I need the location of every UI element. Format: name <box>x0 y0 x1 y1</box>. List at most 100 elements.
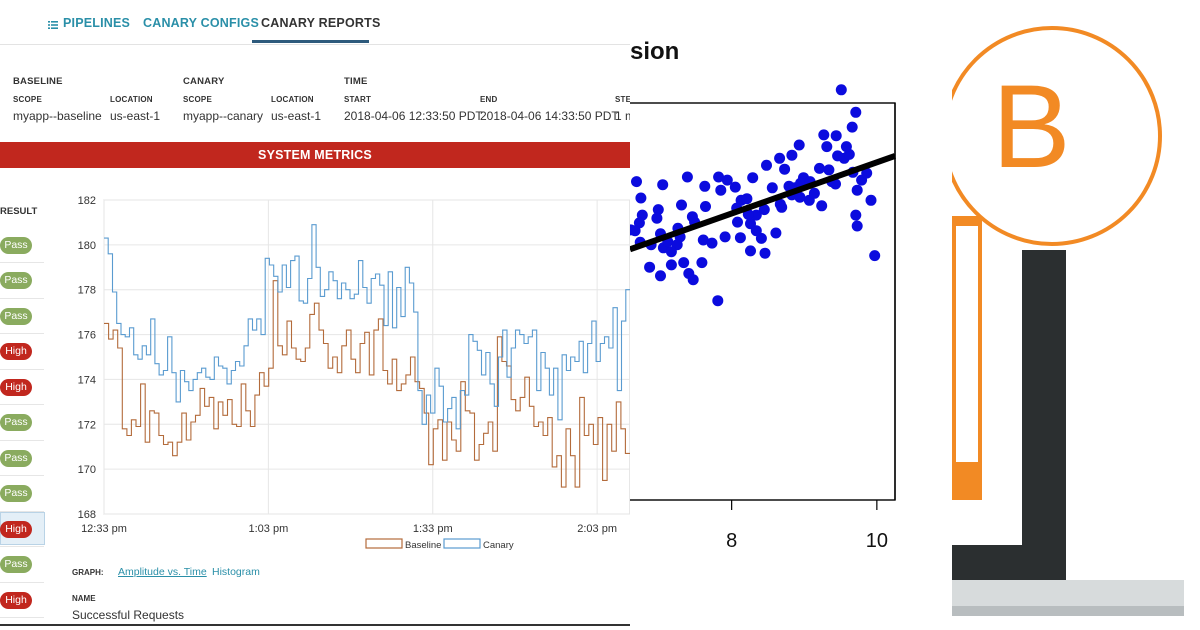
logo-orange-post-inner <box>956 226 978 462</box>
scatter-point <box>681 171 693 183</box>
scatter-point <box>721 174 733 186</box>
logo-dark-base <box>952 545 1066 580</box>
amplitude-vs-time-link[interactable]: Amplitude vs. Time <box>118 566 207 578</box>
x-tick-label: 1:33 pm <box>413 523 453 535</box>
result-row-divider <box>0 439 44 441</box>
scatter-point <box>686 211 698 223</box>
scatter-point <box>750 209 762 221</box>
tab-pipelines[interactable]: PIPELINES <box>63 16 131 30</box>
logo-letter: B <box>992 61 1071 193</box>
canary-header: CANARY <box>183 76 225 87</box>
result-badge[interactable]: Pass <box>0 307 32 325</box>
result-row-divider <box>0 617 44 618</box>
time-start-value: 2018-04-06 12:33:50 PDT <box>344 109 483 123</box>
scatter-point <box>715 184 727 196</box>
scatter-point <box>734 232 746 244</box>
scatter-point <box>786 149 798 161</box>
scatter-point <box>699 180 711 192</box>
time-step-label: STE <box>615 95 630 104</box>
tab-canary-reports[interactable]: CANARY REPORTS <box>261 16 381 30</box>
result-badge[interactable]: Pass <box>0 556 32 573</box>
scatter-point <box>657 179 669 191</box>
scatter-point <box>732 216 743 228</box>
scatter-point <box>850 106 862 118</box>
scatter-point <box>818 129 830 141</box>
scatter-point <box>665 259 677 271</box>
scatter-point <box>706 237 718 249</box>
scatter-point <box>869 250 881 262</box>
regression-scatter-chart: 8 10 <box>630 84 896 552</box>
x-tick-label: 8 <box>726 530 737 552</box>
amplitude-time-chart: 168 170 172 174 176 178 180 182 12:33 pm 1:03 pm 1… <box>78 195 630 551</box>
logo-orange-post-left-edge <box>952 230 956 460</box>
scatter-point <box>779 163 791 175</box>
list-icon <box>48 17 58 29</box>
scatter-point <box>655 270 666 282</box>
regression-fit-line <box>630 153 896 253</box>
histogram-link[interactable]: Histogram <box>212 566 260 578</box>
system-metrics-banner: SYSTEM METRICS <box>0 142 630 168</box>
scatter-point <box>630 225 641 237</box>
baseline-location-value: us-east-1 <box>110 109 161 123</box>
logo-circle <box>952 26 1162 246</box>
result-badge[interactable]: Pass <box>0 449 32 467</box>
baseline-location-label: LOCATION <box>110 95 153 104</box>
result-badge[interactable]: High <box>0 520 32 538</box>
x-tick-label: 12:33 pm <box>81 523 127 535</box>
scatter-point <box>830 130 842 142</box>
result-badge[interactable]: Pass <box>0 236 32 254</box>
scatter-point <box>783 180 795 192</box>
scatter-point <box>712 295 724 307</box>
baseline-scope-label: SCOPE <box>13 95 43 104</box>
scatter-point <box>761 159 772 171</box>
active-tab-indicator <box>252 40 369 43</box>
scatter-point <box>851 220 863 232</box>
scatter-point <box>635 192 647 204</box>
canary-report-panel: PIPELINES CANARY CONFIGS CANARY REPORTS … <box>0 0 630 626</box>
result-badge[interactable]: High <box>0 378 32 396</box>
result-badge[interactable]: High <box>0 591 32 609</box>
series-line-canary <box>104 224 630 430</box>
scatter-point <box>665 246 677 258</box>
scatter-point <box>770 227 782 239</box>
result-badge[interactable]: Pass <box>0 485 32 502</box>
scatter-point <box>814 162 825 174</box>
result-row-divider <box>0 546 44 547</box>
scatter-point <box>697 234 709 246</box>
result-row-divider <box>0 297 44 299</box>
y-tick-label: 176 <box>78 330 96 342</box>
plot-area <box>103 199 630 515</box>
scatter-point <box>808 187 820 199</box>
result-badge[interactable]: Pass <box>0 414 32 431</box>
scatter-point <box>774 152 786 164</box>
scatter-point <box>865 194 877 206</box>
scatter-point <box>713 171 725 183</box>
tab-canary-configs[interactable]: CANARY CONFIGS <box>143 16 260 30</box>
scatter-point <box>678 257 690 269</box>
scatter-point <box>719 231 731 243</box>
y-tick-label: 174 <box>78 374 96 386</box>
result-badge[interactable]: High <box>0 343 32 360</box>
scatter-point <box>846 121 858 133</box>
result-badge[interactable]: Pass <box>0 272 32 289</box>
series-line-baseline <box>104 280 630 488</box>
scatter-point <box>700 201 711 212</box>
scatter-point <box>758 204 770 216</box>
scatter-point <box>631 176 642 188</box>
scatter-point <box>696 257 708 269</box>
graph-label: GRAPH: <box>72 568 104 577</box>
scatter-point <box>830 178 841 190</box>
y-tick-label: 178 <box>78 285 96 297</box>
time-step-value: 1 m <box>615 109 630 123</box>
y-tick-label: 172 <box>78 419 96 431</box>
brand-logo-graphic <box>952 26 1184 616</box>
scatter-point <box>821 141 833 153</box>
result-row-divider <box>0 333 44 334</box>
y-tick-label: 170 <box>78 464 96 476</box>
regression-plot-title: sion <box>630 38 680 65</box>
result-column-header: RESULT <box>0 206 38 217</box>
top-nav: PIPELINES CANARY CONFIGS CANARY REPORTS <box>0 0 630 45</box>
scatter-point <box>687 274 699 286</box>
result-row-divider <box>0 581 44 583</box>
y-tick-label: 182 <box>78 195 96 207</box>
